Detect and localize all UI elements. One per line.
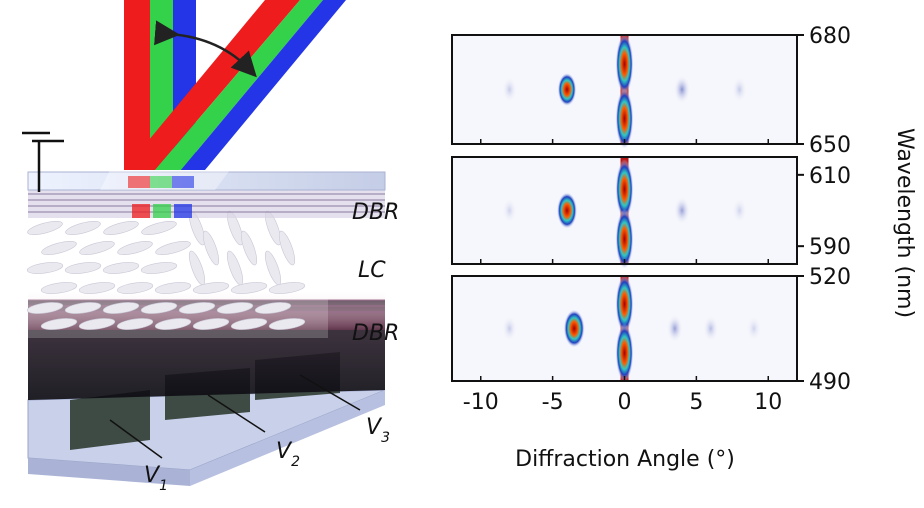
lc-molecule xyxy=(103,220,139,236)
y-tick-label: 680 xyxy=(809,24,851,49)
y-tick-label: 610 xyxy=(809,164,851,189)
diffraction-spot xyxy=(702,314,719,343)
lc-molecule xyxy=(117,240,153,256)
x-tick-label: 10 xyxy=(754,390,782,415)
diffraction-spot xyxy=(666,314,684,343)
lc-molecule xyxy=(155,240,191,256)
heatmap-panel: 680 650 xyxy=(451,24,851,158)
heatmap-panel: 610 590 xyxy=(451,156,851,269)
y-axis-label: Wavelength (nm) xyxy=(892,128,917,318)
diffraction-spot xyxy=(563,309,585,348)
lc-molecule xyxy=(278,230,296,266)
x-axis-label: Diffraction Angle (°) xyxy=(515,447,735,472)
y-tick-label: 590 xyxy=(809,235,851,260)
lc-molecule xyxy=(230,282,268,294)
v2-label: V2 xyxy=(276,439,300,470)
top-dbr-stack xyxy=(28,185,385,218)
lc-molecule xyxy=(202,230,220,266)
diffraction-spot xyxy=(615,33,634,95)
lc-molecule xyxy=(254,302,292,314)
lc-molecule xyxy=(78,318,116,330)
y-tick-label: 650 xyxy=(809,133,851,158)
v1-label: V1 xyxy=(144,463,168,494)
lc-molecule xyxy=(154,282,192,294)
lc-molecule xyxy=(140,262,178,274)
lc-molecule xyxy=(40,318,78,330)
diffraction-spot xyxy=(732,197,747,224)
lc-molecule xyxy=(192,282,230,294)
lc-label: LC xyxy=(358,258,386,283)
diffraction-heatmaps: 680 650 610 590 520 490 -10 -5 0 5 10 xyxy=(451,24,851,415)
angle-arrow xyxy=(154,20,257,78)
heatmap-panel: 520 490 xyxy=(451,265,851,395)
lc-molecule xyxy=(192,318,230,330)
lc-molecule xyxy=(102,262,140,274)
diffraction-spot xyxy=(501,315,518,342)
lc-molecule xyxy=(116,318,154,330)
diffraction-spot xyxy=(746,315,762,342)
diffraction-spot xyxy=(556,192,578,229)
v3-label: V3 xyxy=(366,415,390,446)
lc-molecule xyxy=(64,262,102,274)
diffraction-spot xyxy=(615,159,634,220)
lc-molecule xyxy=(154,318,192,330)
lc-molecule xyxy=(268,282,306,294)
lc-molecule xyxy=(26,262,64,274)
x-tick-label: -10 xyxy=(463,390,499,415)
lc-molecule xyxy=(40,282,78,294)
y-tick-label: 520 xyxy=(809,265,851,290)
lc-molecule xyxy=(116,282,154,294)
top-glass-plate xyxy=(27,170,386,191)
lc-molecules xyxy=(26,210,306,330)
diffraction-spot xyxy=(673,74,691,105)
diffraction-spot xyxy=(615,88,634,150)
lc-molecule xyxy=(64,302,102,314)
x-tick-label: -5 xyxy=(542,390,564,415)
diffraction-spot xyxy=(502,197,517,224)
lc-molecule xyxy=(216,302,254,314)
lc-molecule xyxy=(26,302,64,314)
bottom-dbr-label: DBR xyxy=(352,321,399,346)
x-tick-label: 0 xyxy=(618,390,632,415)
y-tick-label: 490 xyxy=(809,370,851,395)
lc-molecule xyxy=(141,220,177,236)
diffraction-spot xyxy=(557,72,577,107)
lc-molecule xyxy=(78,282,116,294)
lc-molecule xyxy=(230,318,268,330)
diffraction-spot xyxy=(615,323,634,383)
beam-transmission-spots xyxy=(128,176,194,218)
ground-symbol xyxy=(22,131,64,192)
diffraction-spot xyxy=(615,274,634,334)
x-tick-label: 5 xyxy=(689,390,703,415)
lc-molecule xyxy=(178,302,216,314)
lc-layer xyxy=(26,210,328,338)
lc-molecule xyxy=(79,240,115,256)
diffraction-spot xyxy=(501,76,518,103)
diffraction-spot xyxy=(673,196,691,225)
lc-molecule xyxy=(41,240,77,256)
diffraction-spot xyxy=(615,209,634,269)
lc-device-diagram: DBR LC DBR V1 V2 V3 xyxy=(22,0,399,494)
lc-molecule xyxy=(268,318,306,330)
lc-molecule xyxy=(65,220,101,236)
lc-molecule xyxy=(240,230,258,266)
diffraction-spot xyxy=(731,76,748,103)
lc-molecule xyxy=(140,302,178,314)
top-dbr-label: DBR xyxy=(352,200,399,225)
lc-molecule xyxy=(102,302,140,314)
lc-molecule xyxy=(27,220,63,236)
